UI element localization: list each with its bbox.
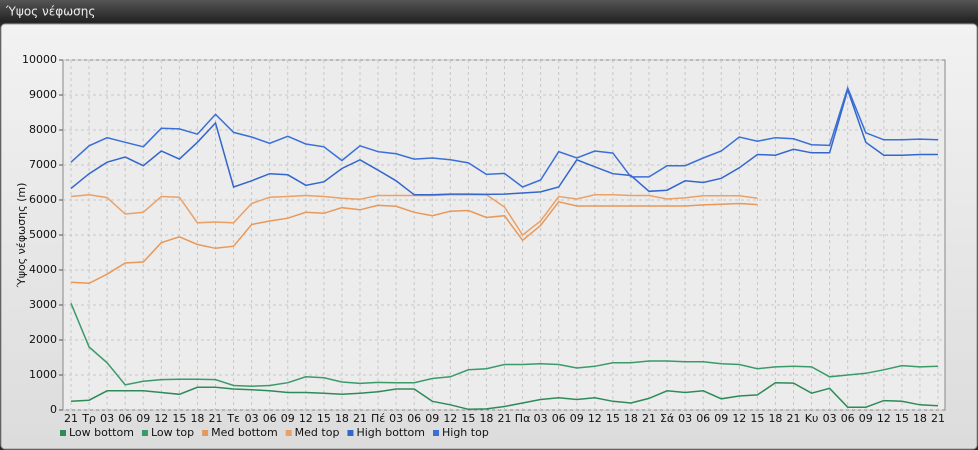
y-tick-label: 9000 — [29, 88, 57, 101]
x-tick-label: 06 — [407, 412, 421, 425]
y-tick-label: 4000 — [29, 263, 57, 276]
x-tick-label: 15 — [606, 412, 620, 425]
x-tick-label: 09 — [136, 412, 150, 425]
x-tick-label: 15 — [895, 412, 909, 425]
legend-swatch — [60, 430, 66, 436]
legend-swatch — [433, 430, 439, 436]
x-tick-label: 18 — [768, 412, 782, 425]
y-tick-label: 10000 — [22, 53, 57, 66]
x-tick-label: 12 — [154, 412, 168, 425]
x-tick-label: 03 — [534, 412, 548, 425]
x-tick-label: 21 — [931, 412, 945, 425]
x-tick-label: 21 — [642, 412, 656, 425]
x-tick-label: 18 — [335, 412, 349, 425]
legend-label: Low bottom — [69, 426, 134, 439]
x-tick-label: 03 — [678, 412, 692, 425]
y-tick-label: 2000 — [29, 333, 57, 346]
x-tick-label: 15 — [172, 412, 186, 425]
y-axis-label: Ύψος νέφωσης (m) — [15, 183, 28, 289]
y-tick-label: 5000 — [29, 228, 57, 241]
y-tick-label: 0 — [50, 403, 57, 416]
x-tick-label: 06 — [118, 412, 132, 425]
legend-label: Low top — [151, 426, 194, 439]
y-tick-label: 3000 — [29, 298, 57, 311]
x-tick-label: 21 — [787, 412, 801, 425]
x-tick-label: 09 — [425, 412, 439, 425]
x-tick-label: 03 — [245, 412, 259, 425]
x-tick-label: 03 — [389, 412, 403, 425]
x-tick-label: Τρ — [81, 412, 96, 425]
x-tick-label: 06 — [263, 412, 277, 425]
legend-swatch — [141, 430, 148, 436]
x-tick-label: 03 — [823, 412, 837, 425]
x-tick-label: 06 — [841, 412, 855, 425]
x-tick-label: Τε — [226, 412, 240, 425]
series-line — [70, 87, 938, 196]
x-tick-label: 18 — [479, 412, 493, 425]
x-tick-label: 09 — [859, 412, 873, 425]
x-tick-label: 15 — [750, 412, 764, 425]
x-tick-label: 18 — [190, 412, 204, 425]
x-tick-label: 06 — [696, 412, 710, 425]
y-tick-label: 6000 — [29, 193, 57, 206]
legend-swatch — [202, 430, 209, 436]
x-tick-label: 15 — [461, 412, 475, 425]
x-tick-label: 21 — [209, 412, 223, 425]
x-tick-label: 18 — [624, 412, 638, 425]
x-tick-label: Πέ — [371, 412, 385, 425]
x-tick-label: 09 — [714, 412, 728, 425]
series-line — [70, 303, 939, 387]
x-tick-label: 18 — [913, 412, 927, 425]
x-tick-label: 12 — [877, 412, 891, 425]
title-bar — [0, 0, 978, 22]
x-tick-label: 06 — [552, 412, 566, 425]
x-tick-label: 12 — [299, 412, 313, 425]
legend-label: High bottom — [356, 426, 425, 439]
x-tick-label: 12 — [588, 412, 602, 425]
window-title: Ύψος νέφωσης — [5, 5, 95, 19]
x-tick-label: 21 — [498, 412, 512, 425]
y-tick-label: 7000 — [29, 158, 57, 171]
legend-label: Med top — [295, 426, 340, 439]
series-line — [70, 381, 939, 411]
x-tick-label: 21 — [64, 412, 78, 425]
legend-swatch — [347, 430, 354, 436]
x-tick-label: Κυ — [805, 412, 819, 425]
x-tick-label: 09 — [570, 412, 584, 425]
x-tick-label: 15 — [317, 412, 331, 425]
x-tick-label: 12 — [443, 412, 457, 425]
x-tick-label: 12 — [732, 412, 746, 425]
x-tick-label: 09 — [281, 412, 295, 425]
series-line — [70, 85, 939, 188]
legend-swatch — [285, 430, 292, 436]
x-tick-label: Σά — [660, 412, 674, 425]
series-line — [70, 200, 758, 285]
x-tick-label: 03 — [100, 412, 114, 425]
y-tick-label: 8000 — [29, 123, 57, 136]
legend-label: High top — [442, 426, 489, 439]
x-tick-label: Πα — [515, 412, 531, 425]
x-tick-label: 21 — [353, 412, 367, 425]
legend-label: Med bottom — [211, 426, 278, 439]
y-tick-label: 1000 — [29, 368, 57, 381]
